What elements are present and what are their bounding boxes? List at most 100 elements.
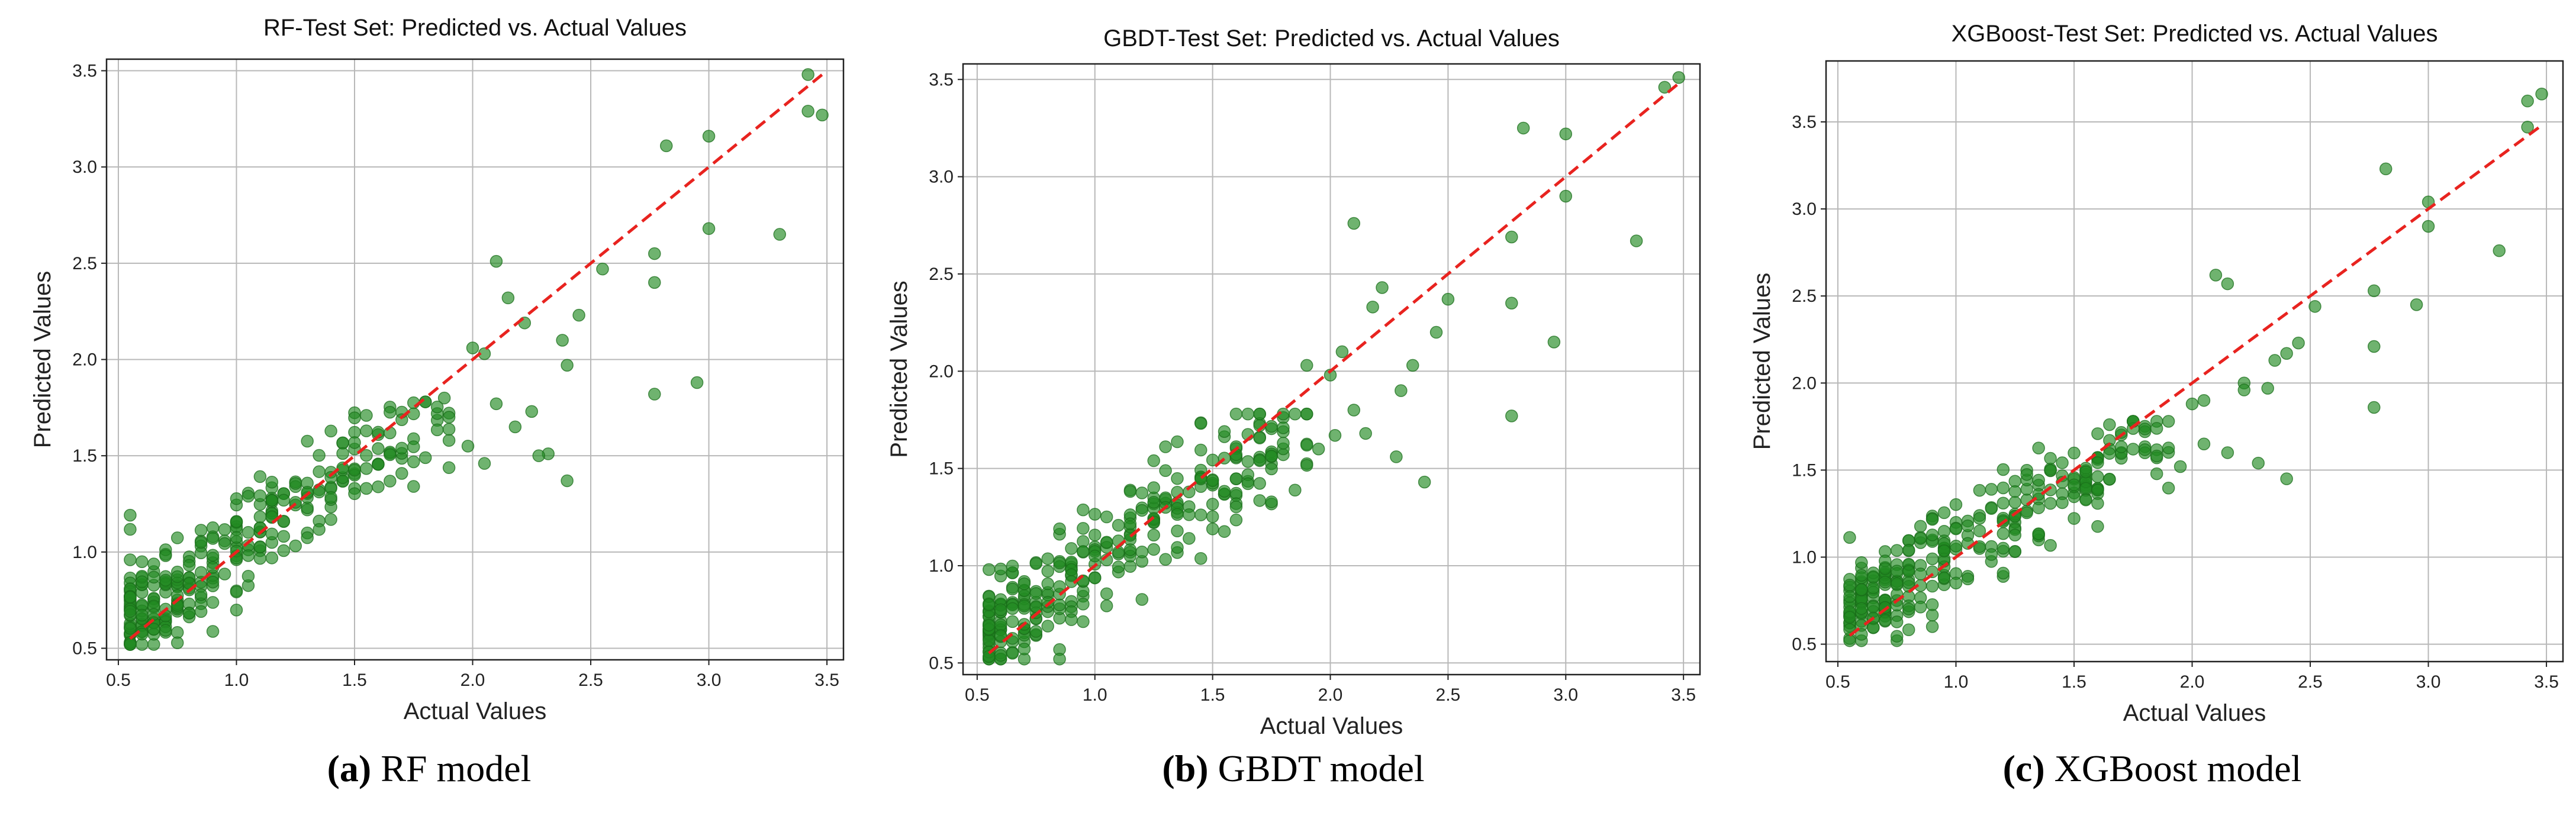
x-tick-label: 1.0 bbox=[1944, 672, 1969, 692]
data-point bbox=[336, 436, 349, 449]
data-point bbox=[2237, 383, 2251, 396]
data-point bbox=[994, 562, 1007, 576]
data-point bbox=[1925, 528, 1939, 541]
data-point bbox=[1053, 652, 1066, 666]
data-point bbox=[801, 105, 814, 118]
data-point bbox=[2115, 426, 2128, 439]
data-point bbox=[2138, 443, 2152, 456]
caption-label: (c) bbox=[2002, 747, 2045, 789]
panel-rf: 0.5 1.0 1.5 2.0 2.5 3.0 3.5 0.5 1.0 1.5 2.0 2.5 3.0 3… bbox=[0, 0, 858, 819]
data-point bbox=[336, 461, 349, 475]
data-point bbox=[2115, 440, 2128, 453]
data-point bbox=[1100, 510, 1113, 524]
data-point bbox=[230, 515, 243, 528]
data-point bbox=[1135, 504, 1149, 517]
data-point bbox=[1159, 440, 1172, 453]
data-point bbox=[1088, 571, 1102, 585]
data-point bbox=[1171, 524, 1184, 538]
x-axis-label: Actual Values bbox=[2123, 700, 2266, 726]
data-point bbox=[1253, 431, 1266, 444]
y-tick-label: 1.5 bbox=[72, 446, 97, 466]
data-point bbox=[159, 573, 172, 587]
data-point bbox=[1902, 543, 1915, 557]
plot-frame bbox=[962, 63, 1701, 676]
data-point bbox=[1041, 552, 1054, 565]
data-point bbox=[360, 424, 373, 437]
data-point bbox=[194, 524, 208, 537]
data-point bbox=[1843, 611, 1856, 624]
data-point bbox=[442, 434, 456, 447]
data-point bbox=[2103, 472, 2116, 486]
y-axis-label: Predicted Values bbox=[1749, 273, 1775, 450]
data-point bbox=[2493, 244, 2506, 257]
data-point bbox=[2008, 528, 2021, 541]
data-point bbox=[348, 463, 361, 477]
data-point bbox=[442, 411, 456, 424]
data-point bbox=[395, 441, 408, 455]
data-point bbox=[407, 440, 420, 453]
data-point bbox=[1229, 500, 1243, 514]
data-point bbox=[556, 334, 569, 347]
data-point bbox=[372, 458, 385, 471]
panel-gbdt: 0.5 1.0 1.5 2.0 2.5 3.0 3.5 0.5 1.0 1.5 2.0 2.5 3.0 3… bbox=[864, 0, 1722, 819]
data-point bbox=[1390, 450, 1403, 463]
data-point bbox=[2221, 446, 2234, 459]
data-point bbox=[1997, 541, 2010, 555]
data-point bbox=[1997, 481, 2010, 495]
x-tick-label: 2.0 bbox=[2180, 672, 2205, 692]
data-point bbox=[372, 480, 385, 494]
data-point bbox=[1300, 407, 1313, 421]
data-point bbox=[194, 605, 208, 618]
data-point bbox=[442, 423, 456, 436]
data-point bbox=[2150, 422, 2163, 435]
data-point bbox=[2268, 354, 2281, 367]
data-point bbox=[702, 130, 716, 143]
data-point bbox=[1147, 528, 1160, 541]
data-point bbox=[2103, 447, 2116, 460]
chart-title: XGBoost-Test Set: Predicted vs. Actual V… bbox=[1952, 21, 2438, 47]
y-tick-label: 3.5 bbox=[72, 62, 97, 81]
data-point bbox=[1312, 443, 1325, 456]
data-point bbox=[242, 549, 255, 562]
data-point bbox=[1973, 512, 1986, 525]
data-point bbox=[2127, 443, 2140, 456]
data-point bbox=[2091, 470, 2104, 483]
data-point bbox=[1418, 475, 1431, 489]
data-point bbox=[2032, 501, 2045, 514]
x-tick-label: 2.0 bbox=[461, 670, 485, 690]
data-point bbox=[384, 405, 397, 419]
x-tick-label: 1.0 bbox=[1083, 685, 1107, 705]
data-point bbox=[2535, 88, 2548, 101]
data-point bbox=[1123, 517, 1137, 530]
data-point bbox=[1123, 543, 1137, 556]
data-point bbox=[2138, 423, 2152, 436]
data-point bbox=[2091, 520, 2104, 533]
data-point bbox=[2162, 482, 2175, 495]
data-point bbox=[2150, 467, 2163, 481]
data-point bbox=[1253, 477, 1266, 490]
data-point bbox=[336, 447, 349, 460]
y-tick-label: 3.0 bbox=[72, 157, 97, 177]
data-point bbox=[2410, 298, 2423, 311]
data-point bbox=[1505, 410, 1518, 423]
data-point bbox=[2044, 539, 2057, 552]
data-point bbox=[2091, 496, 2104, 510]
data-point bbox=[1218, 525, 1231, 538]
data-point bbox=[2008, 544, 2021, 558]
data-point bbox=[1041, 577, 1054, 591]
data-point bbox=[1890, 577, 1904, 591]
data-point bbox=[242, 569, 255, 583]
data-point bbox=[2185, 397, 2199, 411]
data-point bbox=[1843, 634, 1856, 647]
data-point bbox=[1324, 369, 1337, 382]
data-point bbox=[1053, 556, 1066, 569]
data-point bbox=[1253, 454, 1266, 467]
x-tick-label: 3.5 bbox=[1671, 685, 1696, 705]
data-point bbox=[2209, 269, 2223, 282]
data-point bbox=[1855, 602, 1868, 615]
data-point bbox=[407, 455, 420, 469]
data-point bbox=[461, 440, 475, 453]
data-point bbox=[1135, 593, 1149, 606]
data-point bbox=[194, 536, 208, 549]
data-point bbox=[1277, 437, 1290, 450]
